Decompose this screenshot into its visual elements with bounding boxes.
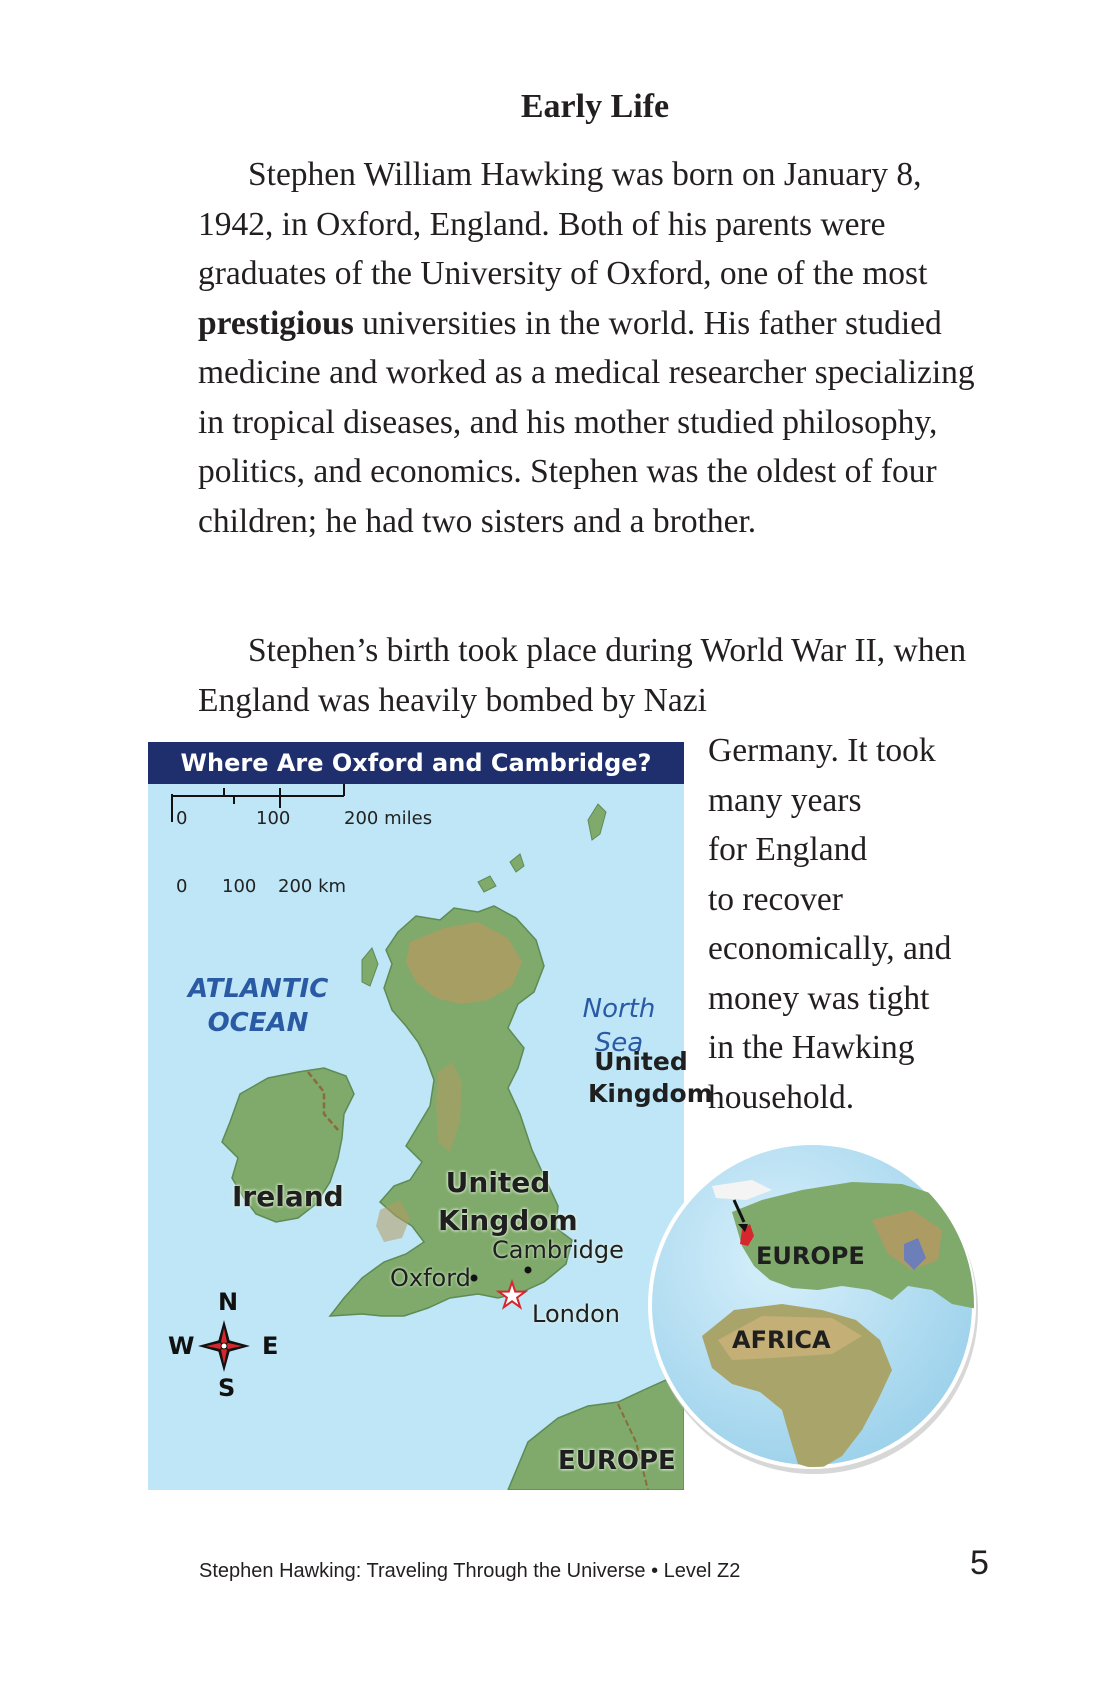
map-title: Where Are Oxford and Cambridge?: [180, 749, 652, 777]
atlantic-ocean-label: ATLANTIC OCEAN: [188, 972, 328, 1040]
compass-north-label: N: [218, 1288, 239, 1316]
hebrides: [361, 947, 379, 987]
wrapped-line: to recover: [708, 880, 843, 918]
paragraph-text-part1: Stephen William Hawking was born on Janu…: [198, 156, 928, 292]
uk-label: United Kingdom: [438, 1164, 578, 1240]
globe-caspian: [904, 1238, 926, 1270]
globe-uk-label-line: United: [594, 1047, 688, 1076]
europe-map-label: EUROPE: [558, 1446, 676, 1476]
wrapped-line: for England: [708, 831, 868, 868]
paragraph-text-part2: universities in the world. His father st…: [198, 304, 975, 540]
globe-greenland: [712, 1180, 772, 1200]
globe-uk-label: United Kingdom: [588, 1046, 713, 1110]
uk-label-line: Kingdom: [438, 1204, 578, 1237]
scale-bar: [171, 782, 345, 822]
oxford-label: Oxford: [390, 1264, 471, 1292]
globe-arrow-head: [738, 1224, 748, 1232]
scale-km-100: 100: [222, 876, 257, 897]
globe-europe-label: EUROPE: [756, 1242, 865, 1270]
uk-label-line: United: [445, 1166, 551, 1199]
globe-europe-asia: [732, 1182, 974, 1310]
map-header: [148, 742, 684, 784]
globe-africa-label: AFRICA: [732, 1326, 831, 1354]
wrapped-line: household.: [708, 1078, 855, 1116]
oxford-dot: [470, 1274, 478, 1282]
ireland-label: Ireland: [232, 1180, 344, 1213]
ireland-landmass: [221, 1067, 355, 1223]
wales-hills: [376, 1200, 410, 1242]
scale-miles-0: 0: [176, 808, 188, 829]
map-graphic: [171, 782, 684, 1490]
continental-europe: [507, 1371, 684, 1490]
compass-rose-icon: [198, 1320, 250, 1372]
orkney: [477, 875, 497, 893]
scale-km-0: 0: [176, 876, 188, 897]
ocean-label-line: OCEAN: [207, 1008, 309, 1038]
cambridge-label: Cambridge: [492, 1236, 624, 1264]
globe-uk-label-line: Kingdom: [588, 1079, 713, 1108]
wrapped-line: in the Hawking: [708, 1029, 915, 1066]
wrapped-line: Germany. It took: [708, 732, 936, 769]
wrapped-line: money was tight: [708, 979, 930, 1017]
border-line: [307, 1071, 339, 1131]
paragraph-war-text: Stephen’s birth took place during World …: [198, 632, 967, 719]
pennines: [436, 1062, 462, 1152]
scale-km-200: 200 km: [278, 876, 347, 897]
wrapped-line: economically, and: [708, 930, 952, 967]
london-star-icon: [495, 1278, 529, 1310]
border-line: [617, 1403, 649, 1490]
globe-arrow: [732, 1199, 746, 1223]
shetland: [587, 803, 607, 841]
paragraph-early-life: Stephen William Hawking was born on Janu…: [198, 150, 998, 546]
section-heading: Early Life: [520, 88, 670, 125]
compass-east-label: E: [262, 1332, 279, 1360]
scale-miles-200: 200 miles: [344, 808, 433, 829]
paragraph-war: Stephen’s birth took place during World …: [198, 626, 998, 725]
cambridge-dot: [524, 1266, 532, 1274]
london-label: London: [532, 1300, 620, 1328]
globe-sahara: [718, 1316, 862, 1360]
scottish-highlands: [406, 922, 522, 1004]
ocean-label-line: ATLANTIC: [188, 974, 329, 1004]
sea-label-line: Sea: [594, 1028, 644, 1058]
uk-map: Where Are Oxford and Cambridge? 0 100 20…: [148, 742, 684, 1490]
scale-miles-100: 100: [256, 808, 291, 829]
bold-term: prestigious: [198, 304, 354, 342]
compass-west-label: W: [168, 1332, 195, 1360]
compass-south-label: S: [218, 1374, 236, 1402]
page-number: 5: [970, 1544, 989, 1582]
small-island: [509, 853, 525, 873]
wrapped-line: many years: [708, 781, 862, 819]
north-sea-label: North Sea: [576, 992, 662, 1060]
page-footer: Stephen Hawking: Traveling Through the U…: [199, 1560, 741, 1582]
globe-inset: [648, 1141, 978, 1474]
sea-label-line: North: [582, 994, 656, 1024]
